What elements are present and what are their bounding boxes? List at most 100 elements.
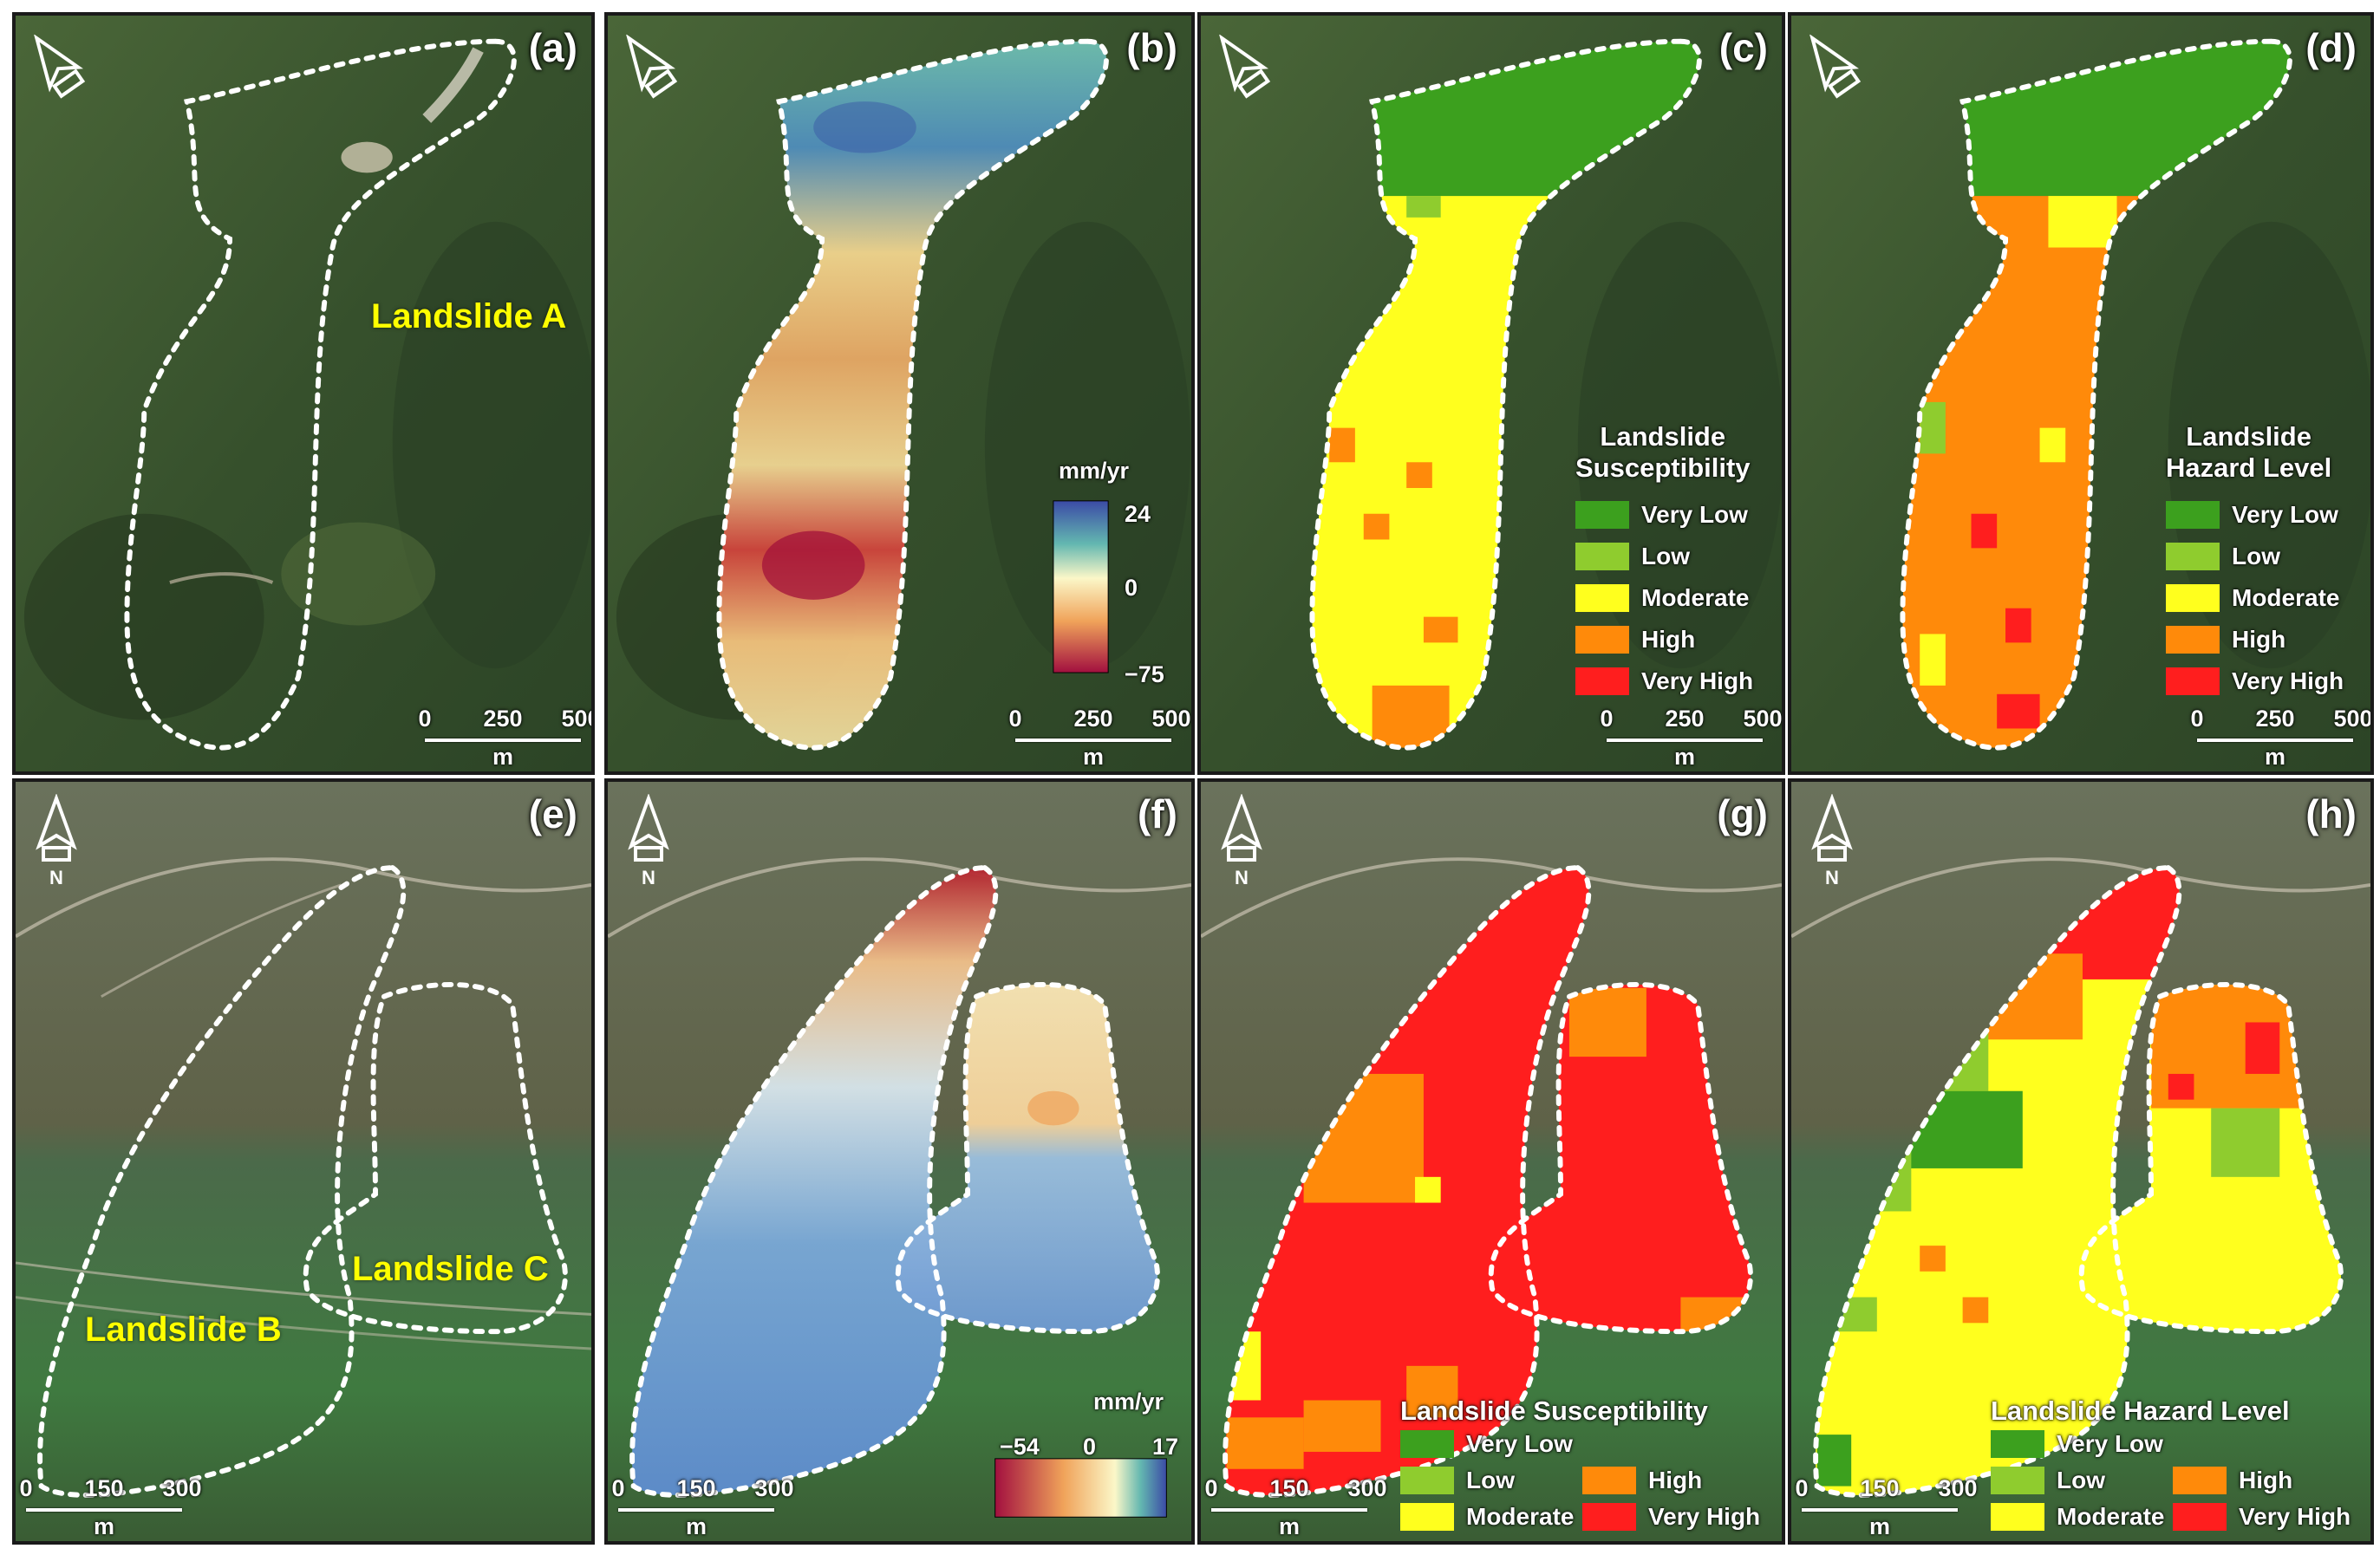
scale-tick: 500 [1151, 706, 1191, 732]
scale-unit: m [492, 744, 514, 770]
high-cell [1329, 427, 1355, 463]
legend-swatch [1991, 1503, 2044, 1531]
north-arrow-icon: N [36, 794, 77, 888]
panel-letter: (f) [1138, 791, 1177, 836]
north-arrow-icon [625, 34, 678, 99]
legend-label: Low [2057, 1467, 2105, 1493]
legend-title-line: Susceptibility [1575, 452, 1751, 483]
scale-bar-line [1607, 738, 1763, 742]
high-cell [1423, 616, 1458, 643]
north-letter: N [1825, 867, 1839, 888]
scale-bar: 0 150 300 m [1204, 1475, 1386, 1539]
legend-item-moderate: Moderate [2166, 584, 2339, 612]
legend-swatch [1575, 501, 1629, 529]
high-cell [1962, 1297, 1989, 1324]
legend-swatch [1400, 1503, 1454, 1531]
north-letter: N [1235, 867, 1249, 888]
colorbar-max-label: 17 [1152, 1434, 1179, 1460]
legend-title: Landslide Hazard Level [1991, 1396, 2290, 1426]
colorbar-min-label: −54 [1000, 1434, 1040, 1460]
north-arrow-icon: N [628, 794, 669, 888]
high-cell [1568, 987, 1646, 1057]
low-cell [1920, 401, 1946, 454]
scale-bar-line [26, 1508, 182, 1512]
scale-unit: m [1278, 1513, 1301, 1539]
legend-swatch [2166, 584, 2220, 612]
susceptibility-map-c [1201, 16, 1782, 771]
moderate-cell [1920, 634, 1946, 686]
north-arrow-icon [1809, 34, 1862, 99]
legend-label: High [1641, 626, 1696, 653]
scale-tick: 250 [483, 706, 523, 732]
north-arrow-icon [1218, 34, 1271, 99]
scale-tick: 0 [1600, 706, 1614, 732]
colorbar-unit: mm/yr [1093, 1389, 1164, 1415]
susceptibility-map-g [1201, 782, 1782, 1541]
legend-label: Very High [1648, 1503, 1761, 1530]
scale-tick: 0 [1795, 1475, 1809, 1501]
legend-label: Very High [2239, 1503, 2351, 1530]
legend-swatch [2173, 1503, 2227, 1531]
scale-unit: m [93, 1513, 115, 1539]
legend-item-very-low: Very Low [1991, 1430, 2163, 1458]
legend-label: Very High [2232, 667, 2344, 694]
panel-c: (c) Landslide Susceptibility Very Low Lo… [1197, 12, 1785, 775]
very-high-cell [1971, 513, 1998, 549]
landslide-c-label: Landslide C [352, 1250, 549, 1288]
legend-swatch [1991, 1430, 2044, 1458]
high-cell [1226, 1417, 1304, 1469]
scale-unit: m [685, 1513, 707, 1539]
scale-bar: 0 250 500 m [2190, 706, 2370, 770]
north-letter: N [642, 867, 655, 888]
panel-letter: (g) [1717, 791, 1768, 836]
panel-letter: (a) [528, 25, 577, 70]
legend-swatch [1400, 1467, 1454, 1494]
moderate-cell [2039, 427, 2066, 463]
scale-tick: 250 [1665, 706, 1705, 732]
legend-swatch [1575, 584, 1629, 612]
velocity-map-b [608, 16, 1191, 771]
scale-bar-line [1211, 1508, 1367, 1512]
panel-letter: (e) [528, 791, 577, 836]
north-arrow-icon: N [1811, 794, 1853, 888]
legend-label: Very Low [1466, 1430, 1573, 1457]
legend-label: Low [1466, 1467, 1515, 1493]
low-cell [2211, 1108, 2280, 1177]
panel-h: (h) Landslide Hazard Level Very Low Low … [1788, 778, 2374, 1545]
scale-unit: m [1868, 1513, 1891, 1539]
legend-label: Very Low [2057, 1430, 2163, 1457]
scale-tick: 500 [2333, 706, 2373, 732]
panel-b: (b) mm/yr 24 0 −75 0 250 500 m [604, 12, 1195, 775]
legend-item-low: Low [1991, 1467, 2105, 1494]
colorbar-bottom [994, 1458, 1167, 1518]
landslide-b-velocity-area [632, 868, 996, 1495]
legend-item-high: High [2166, 626, 2285, 654]
landslide-c-boundary [303, 981, 568, 1335]
legend-title: Landslide Susceptibility [1400, 1396, 1708, 1426]
legend-title: Landslide Hazard Level [2166, 421, 2331, 483]
scale-tick: 0 [611, 1475, 625, 1501]
panel-e: (e) Landslide B Landslide C N 0 150 300 … [12, 778, 595, 1545]
hazard-map-h [1791, 782, 2370, 1541]
panel-d: (d) Landslide Hazard Level Very Low Low … [1788, 12, 2374, 775]
scale-tick: 150 [676, 1475, 716, 1501]
very-high-cell [2005, 608, 2031, 643]
panel-f: (f) mm/yr −54 0 17 N 0 150 300 m [604, 778, 1195, 1545]
legend-swatch [2166, 543, 2220, 570]
scale-unit: m [2264, 744, 2286, 770]
high-cell [1406, 462, 1432, 488]
legend-item-very-low: Very Low [2166, 501, 2338, 529]
scale-tick: 300 [754, 1475, 794, 1501]
scale-bar: 0 250 500 m [1008, 706, 1190, 770]
legend-title-line: Landslide [1600, 421, 1726, 452]
landslide-a-label: Landslide A [371, 297, 567, 335]
scale-tick: 500 [561, 706, 591, 732]
hazard-map-d [1791, 16, 2370, 771]
panel-g: (g) Landslide Susceptibility Very Low Lo… [1197, 778, 1785, 1545]
legend-item-low: Low [1400, 1467, 1515, 1494]
scale-tick: 0 [19, 1475, 33, 1501]
legend-item-very-low: Very Low [1400, 1430, 1573, 1458]
scale-tick: 250 [1073, 706, 1113, 732]
scale-bar-line [618, 1508, 774, 1512]
scale-bar: 0 250 500 m [1600, 706, 1782, 770]
